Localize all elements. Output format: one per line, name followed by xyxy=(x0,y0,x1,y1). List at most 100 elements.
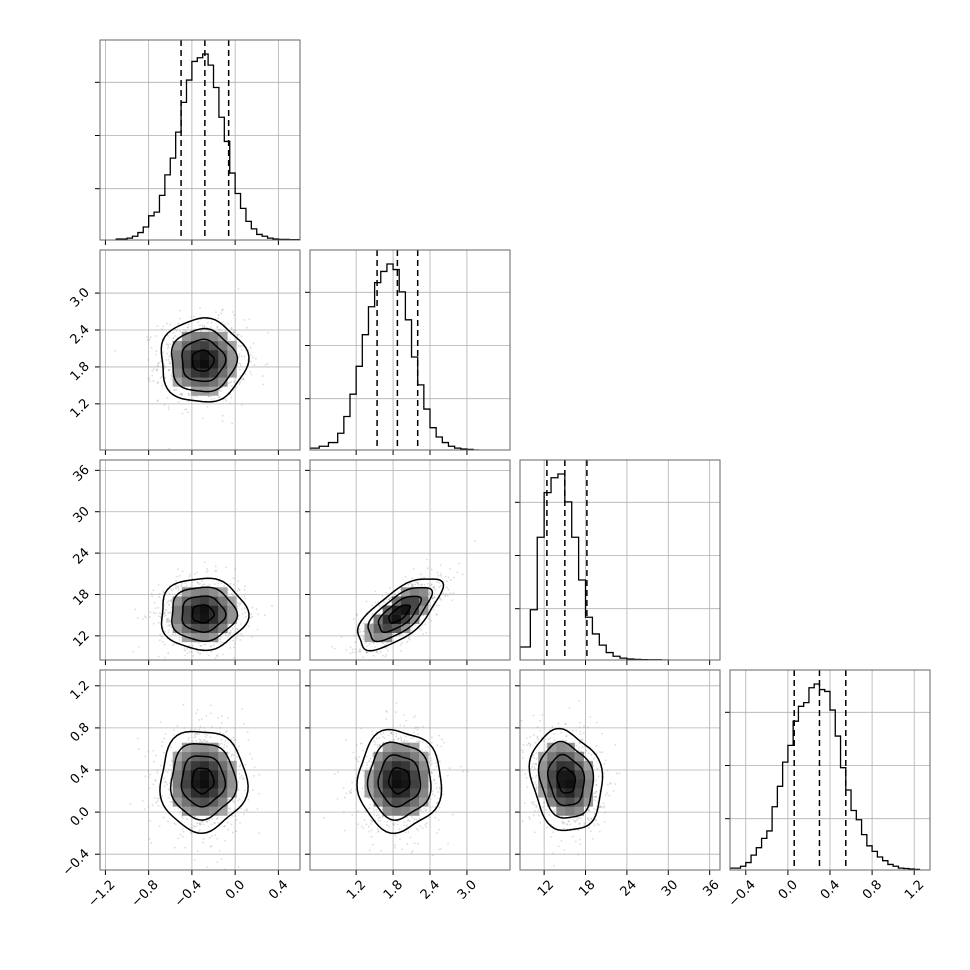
panel-frame xyxy=(519,459,721,661)
contour-lines xyxy=(356,728,443,835)
sample-point xyxy=(583,725,585,728)
density-cell xyxy=(574,788,584,798)
sample-point xyxy=(159,616,162,618)
sample-point xyxy=(237,580,240,583)
sample-point xyxy=(348,790,351,793)
density-cell xyxy=(181,779,192,789)
density-cell xyxy=(190,770,201,780)
sample-point xyxy=(205,567,208,570)
sample-point xyxy=(253,363,256,366)
sample-point xyxy=(397,737,400,740)
density-cell xyxy=(190,623,201,634)
sample-point xyxy=(184,654,187,657)
sample-point xyxy=(367,797,370,800)
sample-point xyxy=(576,818,579,821)
sample-point xyxy=(583,824,586,827)
sample-point xyxy=(146,336,148,338)
sample-point xyxy=(168,629,171,631)
sample-point xyxy=(386,711,389,713)
sample-point xyxy=(382,642,385,645)
sample-point xyxy=(356,613,358,615)
sample-point xyxy=(404,831,407,834)
sample-point xyxy=(207,395,210,398)
sample-point xyxy=(354,768,357,771)
sample-point xyxy=(593,799,596,802)
sample-point xyxy=(419,573,422,576)
scatter-panel-3-2: 12 18 24 30 36 xyxy=(515,669,723,900)
sample-point xyxy=(578,823,581,826)
sample-point xyxy=(595,819,598,822)
sample-point xyxy=(382,815,384,818)
sample-point xyxy=(186,326,189,329)
density-cell xyxy=(227,605,237,615)
sample-point xyxy=(164,733,167,735)
sample-point xyxy=(198,738,201,741)
x-tick-label: 1.2 xyxy=(344,877,369,902)
density-cell xyxy=(382,632,393,643)
sample-point xyxy=(168,625,171,627)
density-cell xyxy=(382,806,393,816)
sample-point xyxy=(521,757,524,760)
sample-point xyxy=(572,819,575,821)
sample-point xyxy=(429,757,432,760)
density-cell xyxy=(218,806,228,816)
sample-point xyxy=(568,820,570,823)
sample-point xyxy=(174,328,177,331)
sample-point xyxy=(163,643,166,646)
sample-point xyxy=(377,601,380,604)
density-cell xyxy=(181,751,192,762)
sample-point xyxy=(225,400,228,402)
sample-point xyxy=(167,621,170,624)
sample-point xyxy=(196,581,199,584)
sample-point xyxy=(407,831,410,833)
sample-point xyxy=(421,827,424,829)
sample-point xyxy=(172,587,175,590)
sample-point xyxy=(358,649,361,652)
sample-point xyxy=(168,592,171,595)
sample-point xyxy=(593,757,595,760)
sample-point xyxy=(372,654,375,657)
x-tick-label: −0.4 xyxy=(726,877,759,910)
sample-point xyxy=(227,623,230,626)
sample-point xyxy=(170,606,173,609)
sample-point xyxy=(250,373,253,376)
sample-point xyxy=(577,829,580,832)
sample-point xyxy=(227,828,230,831)
sample-point xyxy=(230,396,233,399)
sample-point xyxy=(167,617,170,620)
panel-frame xyxy=(519,669,721,871)
sample-point xyxy=(522,743,525,746)
sample-point xyxy=(201,326,204,328)
sample-point xyxy=(170,773,173,776)
sample-point xyxy=(343,796,346,799)
sample-point xyxy=(381,594,384,597)
sample-point xyxy=(367,825,370,828)
sample-point xyxy=(363,819,366,822)
sample-point xyxy=(394,834,397,837)
density-cell xyxy=(200,632,210,643)
sample-point xyxy=(395,711,397,714)
sample-point xyxy=(230,384,233,387)
sample-point xyxy=(358,756,361,759)
sample-point xyxy=(407,635,410,638)
density-cell xyxy=(227,596,237,606)
sample-point xyxy=(417,581,419,584)
sample-point xyxy=(360,742,363,745)
sample-point xyxy=(536,726,539,728)
contour-1.5-sigma xyxy=(367,586,434,643)
sample-point xyxy=(601,732,604,735)
sample-point xyxy=(245,326,248,329)
sample-point xyxy=(241,612,244,615)
sample-point xyxy=(378,744,381,747)
sample-point xyxy=(223,746,225,749)
sample-point xyxy=(154,334,157,337)
density-cell xyxy=(218,331,228,342)
sample-point xyxy=(349,646,352,649)
x-tick-label: −1.2 xyxy=(86,877,119,910)
sample-point xyxy=(137,645,140,648)
sample-point xyxy=(148,377,150,380)
sample-point xyxy=(373,645,376,648)
sample-point xyxy=(336,798,339,800)
sample-point xyxy=(205,734,208,737)
panel-content xyxy=(100,40,300,240)
